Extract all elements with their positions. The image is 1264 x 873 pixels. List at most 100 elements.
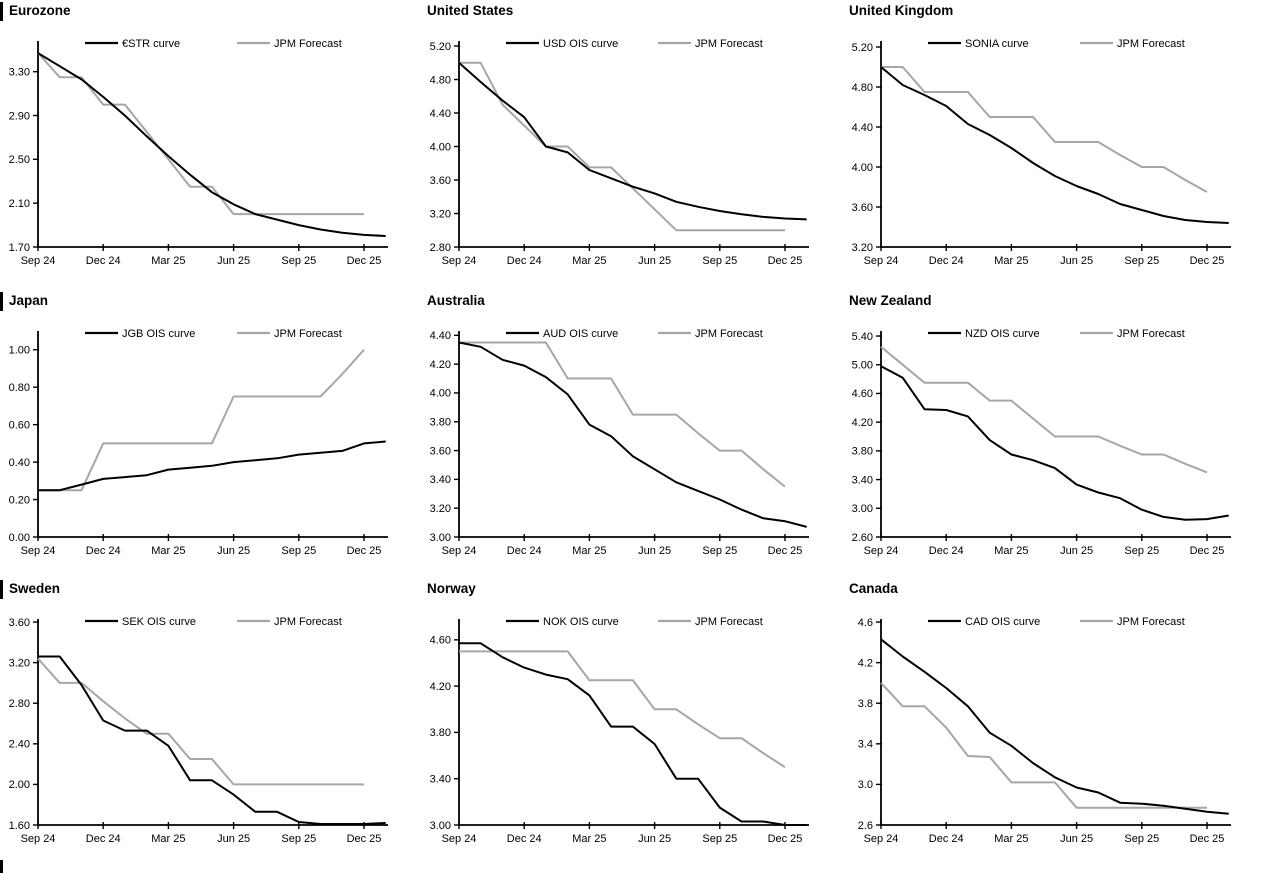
y-tick-label: 4.00 [430,141,451,153]
section-marker-bar [0,2,3,21]
chart-canvas: 3.20 3.60 4.00 4.40 4.80 5.20 Sep 24 Dec 24 Mar … [852,38,1231,267]
x-tick-label: Dec 25 [1190,833,1225,845]
chart-title: Japan [9,293,49,308]
y-tick-label: 3.40 [430,474,451,486]
y-tick-label: 3.60 [9,617,30,629]
y-tick-label: 3.4 [858,739,873,751]
chart-panel-united-states: United States 2.80 3.20 3.60 4.00 4.40 4.80 5.… [421,0,843,290]
legend-label: JGB OIS curve [122,328,195,340]
x-tick-label: Jun 25 [638,255,671,267]
y-tick-label: 0.20 [9,494,30,506]
legend-label: JPM Forecast [1117,328,1185,340]
jpm-forecast-line [880,682,1207,809]
y-tick-label: 0.40 [9,457,30,469]
y-tick-label: 2.50 [9,154,30,166]
x-tick-label: Dec 24 [507,545,542,557]
ois-curve-line [38,655,386,825]
y-tick-label: 4.60 [430,635,451,647]
legend-label: SEK OIS curve [122,616,196,628]
y-tick-label: 5.40 [852,331,873,343]
ois-curve-line [458,62,807,221]
chart-canvas: 2.80 3.20 3.60 4.00 4.40 4.80 5.20 Sep 24 Dec 24… [430,38,809,267]
y-tick-label: 2.80 [9,698,30,710]
x-tick-label: Dec 25 [1190,255,1225,267]
legend-label: USD OIS curve [543,38,618,50]
section-marker-bar [0,292,3,311]
x-tick-label: Sep 24 [442,833,477,845]
x-tick-label: Jun 25 [1060,255,1093,267]
x-tick-label: Dec 24 [86,833,121,845]
jpm-forecast-line [38,349,365,492]
x-tick-label: Sep 24 [21,833,56,845]
x-tick-label: Mar 25 [572,545,606,557]
x-tick-label: Sep 24 [442,255,477,267]
x-tick-label: Mar 25 [151,255,185,267]
legend-label: JPM Forecast [274,328,342,340]
x-tick-label: Dec 25 [347,255,382,267]
x-tick-label: Mar 25 [572,255,606,267]
y-tick-label: 5.20 [852,42,873,54]
y-tick-label: 4.60 [852,388,873,400]
y-tick-label: 0.60 [9,419,30,431]
x-tick-label: Jun 25 [1060,833,1093,845]
x-tick-label: Jun 25 [638,833,671,845]
legend-label: JPM Forecast [1117,616,1185,628]
chart-title: United Kingdom [849,3,954,18]
x-tick-label: Dec 24 [507,833,542,845]
chart-panel-japan: Japan 0.00 0.20 0.40 0.60 0.80 1.00 Sep 24 Dec … [0,290,421,578]
x-tick-label: Mar 25 [994,833,1028,845]
legend-label: €STR curve [122,38,180,50]
y-tick-label: 2.90 [9,110,30,122]
y-tick-label: 3.20 [430,208,451,220]
y-tick-label: 2.60 [852,532,873,544]
x-tick-label: Jun 25 [217,255,250,267]
chart-title: New Zealand [849,293,932,308]
chart-canvas: 0.00 0.20 0.40 0.60 0.80 1.00 Sep 24 Dec 24 Mar … [9,328,388,557]
ois-curve-line [37,52,386,237]
chart-panel-norway: Norway 3.00 3.40 3.80 4.20 4.60 Sep 24 Dec 24 M… [421,578,843,873]
chart-canvas: 1.70 2.10 2.50 2.90 3.30 Sep 24 Dec 24 Mar 25 Ju… [9,38,388,267]
chart-panel-australia: Australia 3.00 3.20 3.40 3.60 3.80 4.00 4.20 4.… [421,290,843,578]
legend-label: NOK OIS curve [543,616,619,628]
y-tick-label: 4.00 [852,162,873,174]
y-tick-label: 2.40 [9,739,30,751]
chart-title: Norway [427,581,476,596]
chart-panel-canada: Canada 2.6 3.0 3.4 3.8 4.2 4.6 Sep 24 Dec 24 Mar… [843,578,1264,873]
x-tick-label: Dec 25 [768,833,803,845]
y-tick-label: 3.20 [852,242,873,254]
y-tick-label: 4.6 [858,617,873,629]
y-tick-label: 2.10 [9,198,30,210]
x-tick-label: Mar 25 [151,545,185,557]
chart-panel-sweden: Sweden 1.60 2.00 2.40 2.80 3.20 3.60 Sep 24 Dec… [0,578,421,873]
chart-title: Eurozone [9,3,71,18]
jpm-forecast-line [881,66,1208,193]
y-tick-label: 5.20 [430,41,451,53]
x-tick-label: Jun 25 [217,545,250,557]
x-tick-label: Dec 24 [86,545,121,557]
x-tick-label: Sep 25 [281,833,316,845]
y-tick-label: 3.60 [430,445,451,457]
ois-curve-line [458,341,807,528]
y-tick-label: 3.80 [852,446,873,458]
chart-panel-eurozone: Eurozone 1.70 2.10 2.50 2.90 3.30 Sep 24 Dec 2… [0,0,421,290]
chart-canvas: 3.00 3.20 3.40 3.60 3.80 4.00 4.20 4.40 Sep 24 De… [430,328,809,557]
x-tick-label: Dec 24 [929,255,964,267]
y-tick-label: 3.80 [430,417,451,429]
legend-label: JPM Forecast [695,38,763,50]
chart-title: Australia [427,293,485,308]
x-tick-label: Dec 24 [86,255,121,267]
y-tick-label: 4.20 [430,681,451,693]
y-tick-label: 5.00 [852,360,873,372]
ois-curve-line [459,642,807,826]
x-tick-label: Sep 24 [442,545,477,557]
x-tick-label: Sep 24 [21,255,56,267]
y-tick-label: 3.60 [852,202,873,214]
x-tick-label: Sep 24 [864,545,899,557]
y-tick-label: 0.00 [9,532,30,544]
x-tick-label: Sep 25 [702,833,737,845]
ois-curve-line [880,66,1229,224]
y-tick-label: 3.20 [430,503,451,515]
x-tick-label: Dec 24 [507,255,542,267]
